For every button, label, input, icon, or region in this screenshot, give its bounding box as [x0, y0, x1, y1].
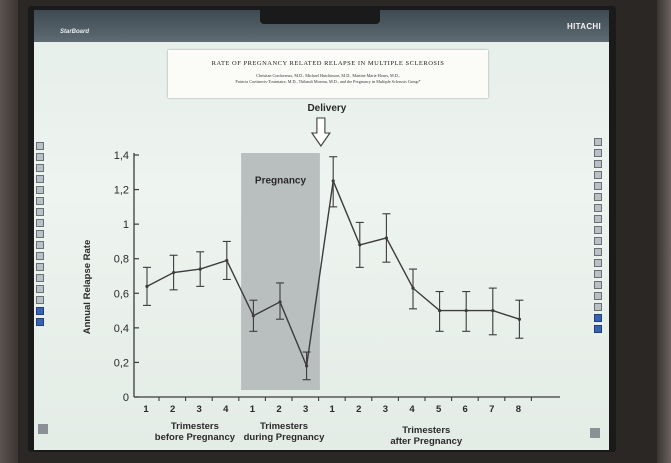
tool-button[interactable] [594, 292, 602, 300]
group-label-line1: Trimesters [402, 425, 450, 436]
delivery-annotation: Delivery [307, 103, 346, 114]
x-tick-label: 4 [409, 404, 415, 415]
tool-button[interactable] [594, 138, 602, 146]
tool-button[interactable] [36, 164, 44, 172]
y-tick-label: 1,4 [114, 150, 129, 162]
y-tick-label: 0,2 [114, 357, 129, 369]
series-line [146, 178, 520, 369]
tool-button[interactable] [36, 263, 44, 271]
x-tick-label: 2 [356, 404, 361, 415]
tool-button[interactable] [36, 175, 44, 183]
delivery-arrow-shape [310, 117, 331, 147]
group-label-line2: during Pregnancy [244, 432, 325, 443]
citation-authors-line2: Patricia Cortinovis-Tourniaire, M.D., Th… [235, 79, 421, 84]
tool-button[interactable] [594, 303, 602, 311]
citation-authors: Christian Confavreux, M.D., Michael Hutc… [168, 73, 488, 85]
tool-button-blue[interactable] [36, 307, 44, 315]
x-axis-ticks: 1 2 3 4 1 2 3 1 2 3 4 5 6 7 8 [143, 397, 532, 415]
x-tick-label: 2 [276, 404, 281, 415]
x-tick-label: 2 [170, 404, 175, 415]
x-tick-label: 3 [197, 404, 202, 415]
tool-button[interactable] [594, 149, 602, 157]
tool-button[interactable] [594, 160, 602, 168]
right-tool-strip [594, 138, 605, 358]
y-tick-label: 0 [123, 392, 129, 404]
pregnancy-region-label: Pregnancy [255, 176, 307, 187]
x-tick-label: 6 [463, 404, 468, 415]
chart-axes [133, 153, 560, 398]
tool-button[interactable] [36, 285, 44, 293]
tool-button[interactable] [36, 142, 44, 150]
group-label-line1: Trimesters [171, 421, 219, 432]
starboard-top-bar: StarBoard HITACHI [34, 10, 609, 42]
tool-button[interactable] [594, 270, 602, 278]
tool-button[interactable] [594, 259, 602, 267]
tool-button[interactable] [594, 237, 602, 245]
group-label-line2: before Pregnancy [155, 432, 236, 443]
x-tick-label: 5 [436, 404, 442, 415]
x-tick-label: 1 [143, 404, 149, 415]
hitachi-logo: HITACHI [567, 22, 601, 31]
tool-button[interactable] [36, 296, 44, 304]
tool-button[interactable] [594, 226, 602, 234]
tool-button[interactable] [594, 171, 602, 179]
error-bars [143, 156, 524, 381]
x-tick-label: 1 [250, 404, 256, 415]
tool-button[interactable] [36, 186, 44, 194]
y-tick-label: 0,8 [114, 254, 129, 266]
corner-marker [38, 424, 48, 434]
tool-button-blue[interactable] [36, 318, 44, 326]
starboard-logo: StarBoard [60, 29, 90, 35]
tool-button[interactable] [594, 248, 602, 256]
x-tick-label: 7 [489, 404, 494, 415]
tool-button-blue[interactable] [594, 325, 602, 333]
tool-button[interactable] [36, 252, 44, 260]
x-tick-label: 3 [383, 404, 388, 415]
tool-button[interactable] [36, 153, 44, 161]
corner-marker [590, 428, 600, 438]
tool-button-blue[interactable] [594, 314, 602, 322]
citation-box: Rate of Pregnancy Related Relapse in Mul… [168, 50, 488, 98]
y-tick-label: 1 [123, 219, 129, 231]
tool-button[interactable] [36, 230, 44, 238]
tool-button[interactable] [594, 204, 602, 212]
y-tick-label: 0,4 [114, 323, 129, 335]
y-tick-label: 0,6 [114, 288, 129, 300]
pen-tray [260, 10, 380, 24]
group-label-line1: Trimesters [260, 421, 308, 432]
citation-title: Rate of Pregnancy Related Relapse in Mul… [211, 60, 445, 67]
tool-button[interactable] [594, 281, 602, 289]
left-tool-strip [36, 142, 46, 352]
pregnancy-shaded-region [241, 153, 320, 390]
delivery-arrow-icon [310, 117, 331, 147]
citation-authors-line1: Christian Confavreux, M.D., Michael Hutc… [256, 73, 400, 78]
x-tick-label: 8 [516, 404, 521, 415]
x-tick-label: 3 [303, 404, 308, 415]
group-label-line2: after Pregnancy [390, 436, 463, 447]
x-tick-label: 4 [223, 404, 229, 415]
tool-button[interactable] [36, 208, 44, 216]
tool-button[interactable] [594, 215, 602, 223]
room-wall-left [0, 0, 18, 463]
y-axis-ticks: 0 0,2 0,4 0,6 0,8 1 1,2 1,4 [114, 150, 139, 404]
tool-button[interactable] [594, 193, 602, 201]
x-tick-label: 1 [330, 404, 336, 415]
tool-button[interactable] [36, 219, 44, 227]
tool-button[interactable] [36, 197, 44, 205]
room-wall-right [657, 0, 671, 463]
tool-button[interactable] [36, 274, 44, 282]
y-tick-label: 1,2 [114, 185, 129, 197]
tool-button[interactable] [594, 182, 602, 190]
y-axis-label: Annual Relapse Rate [82, 240, 93, 335]
tool-button[interactable] [36, 241, 44, 249]
